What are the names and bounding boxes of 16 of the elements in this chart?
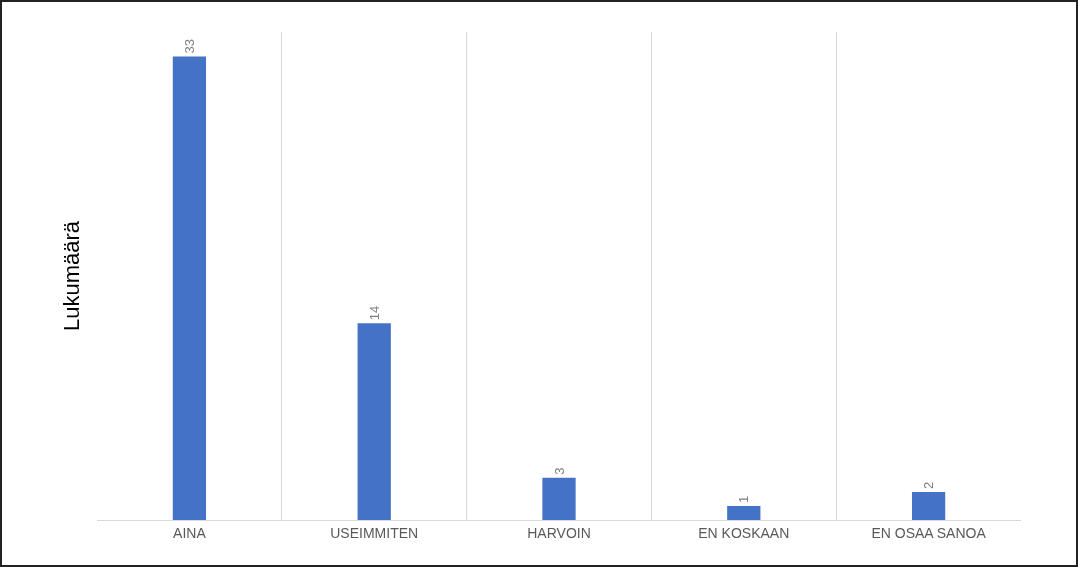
data-label: 14 — [366, 305, 382, 321]
bar — [911, 491, 946, 520]
bar — [727, 505, 761, 520]
data-label: 1 — [736, 495, 752, 503]
data-label: 33 — [181, 38, 197, 54]
x-tick-label: AINA — [173, 524, 207, 541]
x-tick-label: EN KOSKAAN — [698, 524, 790, 541]
x-tick-label: EN OSAA SANOA — [871, 524, 987, 541]
bar — [542, 477, 576, 520]
y-axis-title: Lukumäärä — [58, 220, 84, 332]
x-tick-label: HARVOIN — [527, 524, 591, 541]
bar — [172, 56, 207, 520]
bar — [357, 323, 391, 520]
x-tick-label: USEIMMITEN — [330, 524, 419, 541]
data-label: 3 — [551, 467, 567, 475]
data-label: 2 — [921, 481, 937, 489]
